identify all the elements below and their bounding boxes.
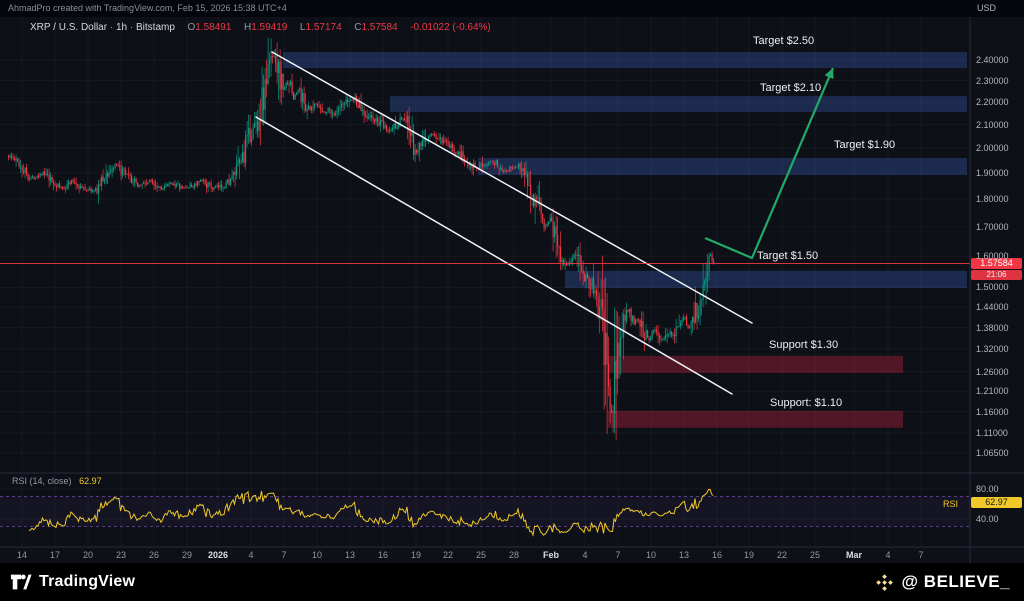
low-label: L	[299, 22, 306, 33]
low-value: 1.57174	[305, 22, 342, 33]
time-axis-label: 23	[115, 550, 127, 560]
symbol-title[interactable]: XRP / U.S. Dollar	[30, 22, 108, 33]
price-axis-label: 1.38000	[976, 322, 1009, 333]
target-250-label[interactable]: Target $2.50	[753, 35, 815, 47]
close-value: 1.57584	[361, 22, 398, 33]
high-label: H	[243, 22, 252, 33]
rsi-legend: RSI (14, close) 62.97	[12, 476, 102, 486]
rsi-axis-lower-label: 40.00	[976, 514, 999, 524]
time-axis-label: 17	[49, 550, 61, 560]
time-axis-label: 13	[678, 550, 690, 560]
time-axis-label: 4	[885, 550, 891, 560]
price-axis-label: 1.80000	[976, 194, 1009, 205]
time-axis-label: 7	[615, 550, 621, 560]
tradingview-wordmark[interactable]: TradingView	[39, 573, 136, 590]
price-axis-label: 1.32000	[976, 344, 1009, 355]
price-axis-label: 2.30000	[976, 75, 1009, 86]
price-axis-label: 2.10000	[976, 119, 1009, 130]
interval-label[interactable]: 1h	[115, 22, 128, 33]
target-150-label[interactable]: Target $1.50	[757, 250, 819, 262]
time-axis-label: 13	[344, 550, 356, 560]
price-axis-label: 1.11000	[976, 427, 1008, 438]
time-axis-label: 4	[248, 550, 254, 560]
current-price-badge: 1.57584	[971, 258, 1022, 269]
exchange-label: Bitstamp	[136, 22, 175, 33]
share-attribution-text: AhmadPro created with TradingView.com, F…	[8, 3, 287, 13]
price-axis-label: 1.44000	[976, 302, 1009, 313]
price-axis-label: 2.00000	[976, 143, 1009, 154]
time-axis-label: 7	[918, 550, 924, 560]
symbol-legend: XRP / U.S. Dollar · 1h · Bitstamp O1.584…	[30, 22, 491, 33]
time-axis-label: 10	[311, 550, 323, 560]
time-axis-label: 28	[508, 550, 520, 560]
time-axis-label: 16	[377, 550, 389, 560]
time-axis-label: 22	[776, 550, 788, 560]
price-axis-label: 1.50000	[976, 282, 1009, 293]
time-axis-label: 20	[82, 550, 94, 560]
price-axis-label: 1.16000	[976, 406, 1009, 417]
rsi-value: 62.97	[79, 476, 102, 486]
price-axis-label: 1.21000	[976, 386, 1009, 397]
rsi-axis-upper-label: 80.00	[976, 484, 999, 494]
time-axis-label: 14	[16, 550, 28, 560]
price-axis-label: 1.70000	[976, 221, 1009, 232]
bar-countdown-badge: 21:06	[971, 270, 1022, 280]
watermark-handle: @ BELIEVE_	[901, 572, 1010, 591]
rsi-value-badge: 62.97	[971, 497, 1022, 508]
target-190-label[interactable]: Target $1.90	[834, 139, 896, 151]
high-value: 1.59419	[251, 22, 288, 33]
support-130-label[interactable]: Support $1.30	[769, 339, 839, 351]
rsi-title[interactable]: RSI	[12, 476, 28, 486]
price-axis-label: 1.90000	[976, 167, 1009, 178]
change-value: -0.01022 (-0.64%)	[410, 22, 491, 33]
time-axis-label: 29	[181, 550, 193, 560]
price-axis-label: 2.40000	[976, 55, 1009, 65]
footer-bar: TradingView @ BELIEVE_	[0, 563, 1024, 601]
time-axis-label: 19	[410, 550, 422, 560]
binance-diamond-icon	[875, 573, 893, 591]
open-value: 1.58491	[195, 22, 232, 33]
time-axis-label: Feb	[542, 550, 560, 560]
price-axis-label: 2.20000	[976, 97, 1009, 108]
price-axis-label: 1.26000	[976, 366, 1009, 377]
time-axis-label: 10	[645, 550, 657, 560]
price-axis-label: 1.60000	[976, 251, 1009, 262]
time-axis-label: 4	[582, 550, 588, 560]
time-axis-label: 25	[809, 550, 821, 560]
price-axis-label: 1.06500	[976, 448, 1009, 458]
quote-currency-label: USD	[976, 3, 996, 13]
tradingview-logo-icon[interactable]	[10, 571, 32, 593]
rsi-axis-name-label: RSI	[943, 499, 959, 509]
support-110-label[interactable]: Support: $1.10	[770, 397, 843, 409]
top-bar: AhmadPro created with TradingView.com, F…	[0, 0, 1024, 17]
time-axis-label: 22	[442, 550, 454, 560]
time-axis-label: 7	[281, 550, 287, 560]
rsi-params: (14, close)	[29, 476, 72, 486]
legend-separator-1: ·	[109, 22, 114, 33]
time-axis-label: 26	[148, 550, 160, 560]
open-label: O	[187, 22, 196, 33]
time-axis-label: 2026	[207, 550, 229, 560]
target-210-label[interactable]: Target $2.10	[760, 82, 822, 94]
time-axis-label: 16	[711, 550, 723, 560]
legend-separator-2: ·	[129, 22, 134, 33]
time-axis-label: 19	[743, 550, 755, 560]
time-axis-label: 25	[475, 550, 487, 560]
close-label: C	[354, 22, 362, 33]
time-axis-label: Mar	[845, 550, 863, 560]
